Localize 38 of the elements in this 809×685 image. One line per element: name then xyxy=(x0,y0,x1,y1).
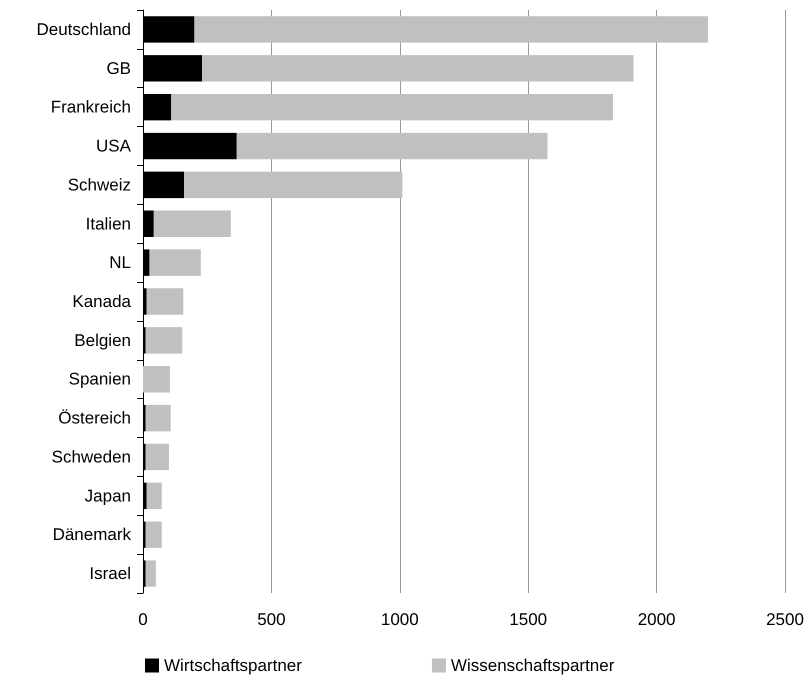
y-tick-label: Kanada xyxy=(72,292,132,311)
y-tick-label: Schweden xyxy=(52,447,131,466)
x-tick-label: 2500 xyxy=(766,610,804,629)
bar xyxy=(236,132,548,160)
y-tick-label: Italien xyxy=(86,214,131,234)
bar xyxy=(184,172,402,198)
bar xyxy=(154,210,231,237)
y-tick-label: Dänemark xyxy=(52,525,132,544)
y-tick-label: Japan xyxy=(84,486,131,506)
y-tick-label: Belgien xyxy=(74,330,131,350)
bar xyxy=(146,404,171,432)
bar xyxy=(143,366,170,392)
bar xyxy=(146,560,156,587)
y-tick-label: Schweiz xyxy=(68,175,131,194)
x-tick-label: 500 xyxy=(257,610,286,629)
y-tick-label: Deutschland xyxy=(36,20,131,39)
bar xyxy=(146,521,162,548)
bar xyxy=(171,94,613,120)
bar xyxy=(146,288,184,315)
bar xyxy=(146,444,169,470)
bar xyxy=(194,16,708,43)
y-tick-label: Israel xyxy=(89,564,131,584)
x-tick-label: 0 xyxy=(138,610,148,629)
x-tick-label: 2000 xyxy=(638,610,676,629)
y-tick-label: NL xyxy=(109,253,131,272)
y-tick-label: Östereich xyxy=(58,408,131,428)
y-tick-label: Frankreich xyxy=(50,98,131,117)
bar xyxy=(149,249,201,276)
bar xyxy=(202,55,634,82)
y-tick-label: USA xyxy=(96,136,132,156)
bar xyxy=(146,482,162,510)
y-tick-label: GB xyxy=(106,58,131,78)
legend-label: Wirtschaftspartner xyxy=(164,656,302,675)
x-tick-label: 1000 xyxy=(380,610,419,629)
legend-label: Wissenschaftspartner xyxy=(450,656,615,675)
x-tick-label: 1500 xyxy=(509,610,548,629)
y-tick-label: Spanien xyxy=(68,370,131,389)
bar xyxy=(146,327,182,354)
